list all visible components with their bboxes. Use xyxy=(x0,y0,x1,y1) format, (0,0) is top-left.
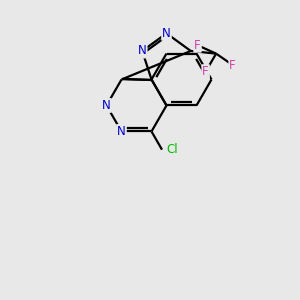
Text: F: F xyxy=(229,58,236,71)
Text: F: F xyxy=(202,65,209,78)
Text: N: N xyxy=(102,99,111,112)
Text: F: F xyxy=(194,39,201,52)
Text: N: N xyxy=(117,125,126,138)
Text: Cl: Cl xyxy=(167,143,178,156)
Text: N: N xyxy=(138,44,147,58)
Text: N: N xyxy=(162,27,171,40)
